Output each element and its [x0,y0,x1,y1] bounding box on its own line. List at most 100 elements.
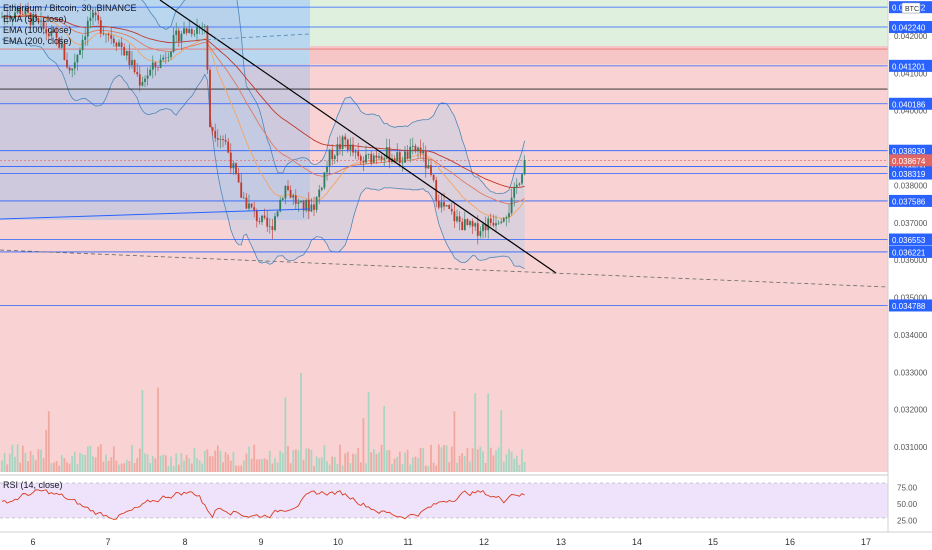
candle-body [42,20,45,29]
candle-body [463,219,466,231]
level-label-0[interactable]: 0.042240 [892,24,926,33]
volume-bar [422,448,425,472]
candle-body [274,216,276,230]
candle-body [131,60,133,66]
green-zone [310,0,888,46]
volume-bar [193,448,196,472]
volume-bar [167,465,170,472]
volume-bar [190,463,193,472]
volume-bar [235,465,237,472]
candle-body [27,8,29,13]
volume-bar [180,452,183,472]
level-label-6[interactable]: 0.037586 [892,197,926,206]
candle-body [505,217,508,219]
price-tick-1: 0.041000 [894,69,928,78]
candle-body [99,20,102,34]
candle-body [292,195,295,198]
candle-body [245,197,248,209]
current-price-label[interactable]: 0.038674 [892,157,926,166]
candle-body [214,130,217,139]
candle-body [370,153,373,163]
candle-body [513,186,516,198]
candle-body [294,195,297,204]
candle-body [141,81,144,86]
volume-bar [391,463,393,472]
level-label-5[interactable]: 0.038319 [892,170,926,179]
price-tick-4: 0.038000 [894,181,928,190]
level-label-2-bg [889,97,932,110]
level-label-3[interactable]: 0.038930 [892,147,926,156]
candle-body [3,15,6,17]
volume-bar [414,456,417,472]
candle-body [487,218,490,231]
level-label-1[interactable]: 0.041201 [892,62,926,71]
volume-bar [214,450,217,472]
candle-body [268,226,271,227]
level-label-2[interactable]: 0.040186 [892,100,926,109]
volume-bar [307,448,310,472]
level-label-8-bg [889,245,932,258]
level-label-1-bg [889,59,932,72]
volume-bar [55,460,58,472]
candle-body [60,43,63,48]
candle-body [167,57,170,58]
volume-bar [492,455,495,472]
currency-badge[interactable]: BTC [905,6,919,13]
blue-support-line[interactable] [0,208,311,220]
candle-body [66,59,68,68]
volume-bar [404,452,406,472]
descending-trendline[interactable] [159,0,557,274]
level-label-9[interactable]: 0.034788 [892,302,926,311]
volume-bar [107,460,110,472]
level-label-7[interactable]: 0.036553 [892,236,926,245]
volume-bar [284,397,287,472]
candle-body [388,147,391,162]
candle-body [157,67,159,68]
volume-bar [385,450,388,472]
candle-body [21,14,24,15]
level-label-4[interactable]: 0.038509 [892,163,926,172]
time-label-3: 9 [258,537,263,547]
candle-body [476,223,479,236]
volume-bar [248,446,250,472]
candle-body [73,62,76,69]
candle-body [310,204,313,212]
candle-body [149,69,152,76]
price-axis[interactable] [887,0,932,532]
candle-body [313,204,315,210]
level-label-8[interactable]: 0.036221 [892,248,926,257]
time-label-9: 15 [708,537,718,547]
volume-bar [378,452,380,472]
volume-bar [411,457,414,472]
candle-body [362,160,365,163]
volume-bar [24,452,27,472]
volume-bar [344,453,347,472]
dashed-trendline[interactable] [0,249,889,288]
time-label-0: 6 [30,537,35,547]
volume-bar [305,448,308,472]
rsi-title[interactable]: RSI (14, close) [3,480,63,490]
candle-body [14,12,16,18]
volume-bar [310,449,313,472]
candle-body [409,146,412,159]
volume-bar [300,372,302,472]
candle-body [144,78,146,82]
candle-body [190,29,193,35]
time-axis[interactable] [0,531,932,550]
blue-dashed-line[interactable] [199,33,311,41]
ema-layer [1,14,525,219]
candle-body [86,20,89,37]
time-label-1: 7 [105,537,110,547]
candle-body [183,28,185,34]
volume-bar [154,458,157,472]
volume-bar [11,444,14,472]
volume-bar [97,446,100,472]
candle-body [250,203,253,208]
time-label-10: 16 [785,537,795,547]
candle-body [354,151,357,153]
bollinger-lower [1,38,525,269]
candle-body [235,163,237,174]
candle-body [419,147,422,154]
